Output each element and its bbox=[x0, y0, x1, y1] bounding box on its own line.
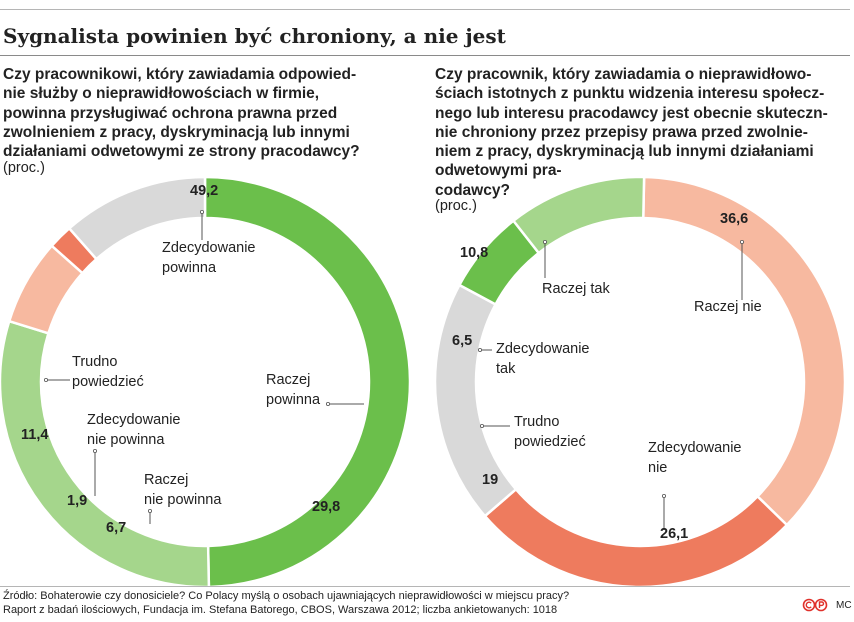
chart-title: Sygnalista powinien być chroniony, a nie… bbox=[3, 24, 506, 48]
right-label-trudno-powiedziec: Trudno powiedzieć bbox=[514, 414, 586, 450]
right-leader-dot-zdecydowanie-tak bbox=[477, 347, 482, 352]
bottom-rule bbox=[0, 586, 850, 587]
right-leader-dot-raczej-nie bbox=[740, 239, 745, 244]
right-label-zdecydowanie-nie: Zdecydowanie nie bbox=[648, 440, 742, 476]
question-left: Czy pracownikowi, który zawiadamia odpow… bbox=[3, 66, 360, 161]
left-slice-trudno-powiedziec bbox=[67, 175, 207, 261]
left-leader-dot-zdecydowanie-powinna bbox=[199, 209, 204, 214]
left-leader-dot-raczej-nie-powinna bbox=[147, 508, 152, 513]
right-slice-trudno-powiedziec bbox=[433, 283, 518, 518]
right-slice-zdecydowanie-nie bbox=[483, 487, 789, 589]
left-leader-dot-zdecydowanie-nie-powinna bbox=[93, 448, 98, 453]
left-value-zdecydowanie-powinna: 49,2 bbox=[190, 183, 218, 199]
title-rule bbox=[0, 55, 850, 56]
right-leader-dot-raczej-tak bbox=[543, 239, 548, 244]
left-leader-dot-trudno-powiedziec bbox=[44, 377, 49, 382]
left-leader-dot-raczej-powinna bbox=[325, 401, 330, 406]
right-value-raczej-nie: 36,6 bbox=[720, 211, 748, 227]
source-note: Źródło: Bohaterowie czy donosiciele? Co … bbox=[3, 590, 570, 616]
question-right: Czy pracownik, który zawiadamia o niepra… bbox=[435, 66, 828, 199]
right-label-zdecydowanie-tak: Zdecydowanie tak bbox=[496, 341, 590, 377]
cc-copyright-icon bbox=[802, 598, 828, 612]
left-label-raczej-nie-powinna: Raczej nie powinna bbox=[144, 472, 222, 508]
right-slice-raczej-nie bbox=[642, 175, 847, 527]
author-initials: MC bbox=[836, 600, 852, 611]
right-value-zdecydowanie-nie: 26,1 bbox=[660, 526, 688, 542]
right-label-raczej-tak: Raczej tak bbox=[542, 281, 610, 297]
right-leader-dot-zdecydowanie-nie bbox=[662, 493, 667, 498]
left-value-raczej-nie-powinna: 6,7 bbox=[106, 520, 126, 536]
left-value-trudno-powiedziec: 11,4 bbox=[21, 427, 48, 443]
left-label-zdecydowanie-nie-powinna: Zdecydowanie nie powinna bbox=[87, 412, 181, 448]
right-slice-raczej-tak bbox=[511, 175, 646, 255]
right-value-trudno-powiedziec: 19 bbox=[482, 472, 498, 488]
right-value-zdecydowanie-tak: 6,5 bbox=[452, 333, 472, 349]
unit-right: (proc.) bbox=[435, 198, 477, 214]
right-value-raczej-tak: 10,8 bbox=[460, 245, 488, 261]
unit-left: (proc.) bbox=[3, 160, 45, 176]
left-label-raczej-powinna: Raczej powinna bbox=[266, 372, 321, 408]
right-label-raczej-nie: Raczej nie bbox=[694, 299, 762, 315]
left-label-zdecydowanie-powinna: Zdecydowanie powinna bbox=[162, 240, 256, 276]
right-leader-dot-trudno-powiedziec bbox=[479, 423, 484, 428]
left-value-raczej-powinna: 29,8 bbox=[312, 499, 340, 515]
left-label-trudno-powiedziec: Trudno powiedzieć bbox=[72, 354, 144, 390]
top-rule bbox=[0, 9, 850, 10]
left-value-zdecydowanie-nie-powinna: 1,9 bbox=[67, 493, 87, 509]
